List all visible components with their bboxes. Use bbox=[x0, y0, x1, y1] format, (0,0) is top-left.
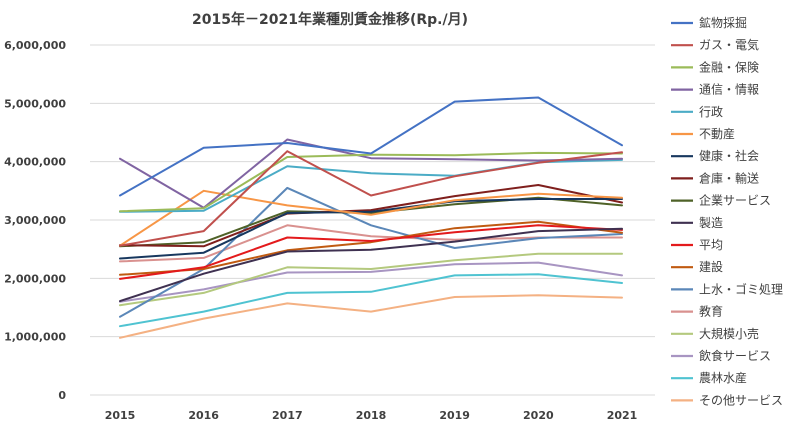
legend-label: ガス・電気 bbox=[699, 37, 759, 52]
y-tick-label: 3,000,000 bbox=[4, 214, 66, 227]
y-tick-label: 0 bbox=[58, 389, 66, 402]
x-tick-label: 2019 bbox=[439, 409, 470, 422]
series-line-12 bbox=[119, 220, 623, 276]
legend-label: 通信・情報 bbox=[699, 83, 759, 97]
legend-label: 金融・保険 bbox=[699, 59, 759, 74]
x-tick-label: 2018 bbox=[356, 409, 387, 422]
y-tick-label: 1,000,000 bbox=[4, 331, 66, 344]
series-line-9 bbox=[119, 196, 623, 248]
legend-label: 不動産 bbox=[699, 126, 735, 141]
legend-label: 企業サービス bbox=[699, 193, 771, 208]
legend-label: 行政 bbox=[699, 105, 723, 119]
legend-label: 農林水産 bbox=[699, 370, 747, 385]
series-line-18 bbox=[119, 294, 623, 339]
legend-label: 健康・社会 bbox=[699, 148, 759, 163]
series-line-1 bbox=[119, 96, 623, 197]
series-line-17 bbox=[119, 273, 623, 328]
y-tick-label: 5,000,000 bbox=[4, 97, 66, 110]
legend-label: 上水・ゴミ処理 bbox=[699, 281, 783, 296]
x-tick-label: 2021 bbox=[607, 409, 638, 422]
legend-label: 飲食サービス bbox=[699, 348, 771, 363]
y-tick-label: 6,000,000 bbox=[4, 39, 66, 52]
gridlines bbox=[90, 44, 655, 396]
x-axis-ticks: 2015 2016 2017 2018 2019 2020 2021 bbox=[105, 409, 638, 422]
legend-label: 倉庫・輸送 bbox=[699, 170, 759, 185]
y-tick-label: 4,000,000 bbox=[4, 156, 66, 169]
series-lines bbox=[119, 96, 623, 339]
legend-label: 大規模小売 bbox=[699, 326, 759, 341]
legend-label: その他サービス bbox=[699, 393, 783, 407]
series-line-11 bbox=[119, 224, 623, 280]
y-tick-label: 2,000,000 bbox=[4, 272, 66, 285]
series-line-8 bbox=[119, 184, 623, 248]
legend-label: 建設 bbox=[699, 259, 723, 274]
x-tick-label: 2020 bbox=[523, 409, 554, 422]
series-line-10 bbox=[119, 227, 623, 303]
legend-label: 鉱物採掘 bbox=[699, 15, 747, 30]
series-line-3 bbox=[119, 151, 623, 213]
y-axis-ticks: 0 1,000,000 2,000,000 3,000,000 4,000,000 5,0… bbox=[4, 39, 66, 402]
series-line-7 bbox=[119, 198, 623, 260]
x-tick-label: 2016 bbox=[188, 409, 219, 422]
series-line-16 bbox=[119, 261, 623, 303]
legend-label: 平均 bbox=[699, 238, 723, 252]
legend: 鉱物採掘ガス・電気金融・保険通信・情報行政不動産健康・社会倉庫・輸送企業サービス… bbox=[671, 15, 783, 407]
series-line-2 bbox=[119, 150, 623, 247]
series-line-15 bbox=[119, 252, 623, 307]
legend-label: 教育 bbox=[699, 304, 723, 319]
x-tick-label: 2017 bbox=[272, 409, 303, 422]
series-line-6 bbox=[119, 189, 623, 247]
chart-title: 2015年－2021年業種別賃金推移(Rp./月) bbox=[192, 11, 468, 28]
x-tick-label: 2015 bbox=[105, 409, 136, 422]
legend-label: 製造 bbox=[699, 216, 723, 230]
